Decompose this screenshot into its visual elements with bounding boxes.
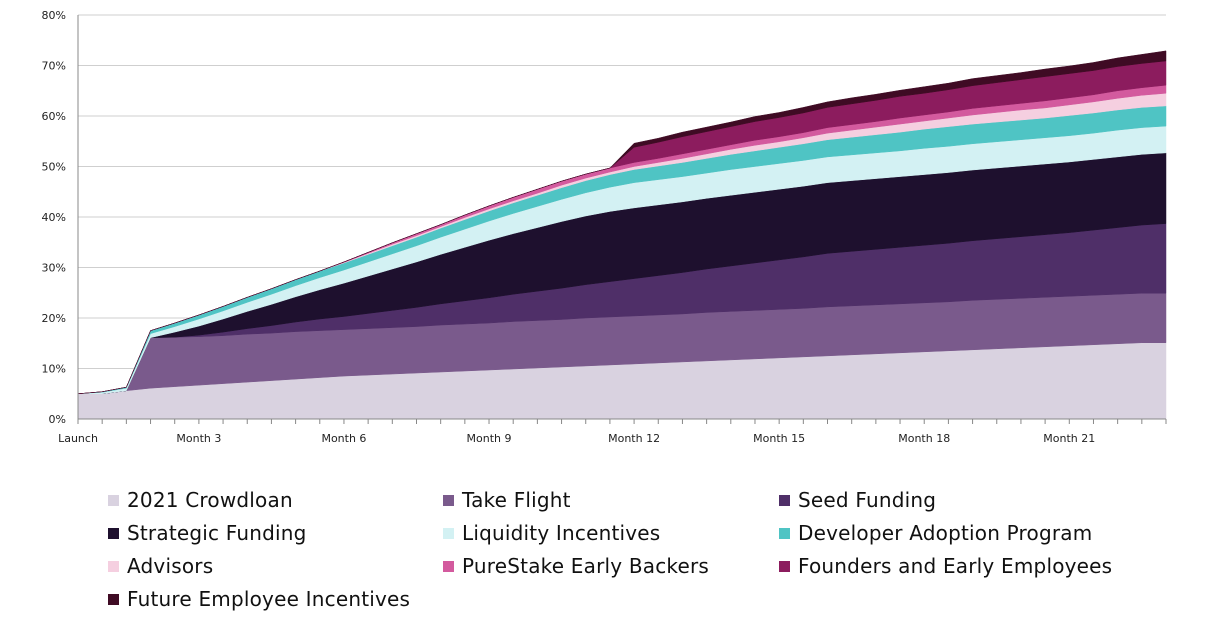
legend-label: 2021 Crowdloan [127, 488, 293, 512]
legend-item-strategic-funding: Strategic Funding [108, 521, 307, 545]
axes [77, 15, 1167, 424]
legend-item-seed-funding: Seed Funding [779, 488, 936, 512]
y-tick-label: 50% [42, 161, 66, 174]
legend-swatch [108, 593, 119, 605]
legend-item-advisors: Advisors [108, 554, 213, 578]
vesting-area-chart: 0% 10% 20% 30% 40% 50% 60% 70% 80% Launch Month 3… [42, 9, 1167, 445]
legend-item-2021-crowdloan: 2021 Crowdloan [108, 488, 293, 512]
legend-label: Future Employee Incentives [127, 587, 411, 611]
y-tick-label: 30% [42, 262, 66, 275]
legend-item-founders-and-early-employees: Founders and Early Employees [779, 554, 1112, 578]
legend-swatch [443, 494, 454, 506]
y-tick-label: 10% [42, 363, 66, 376]
legend-item-take-flight: Take Flight [443, 488, 571, 512]
y-tick-labels: 0% 10% 20% 30% 40% 50% 60% 70% 80% [42, 9, 66, 426]
x-tick-label: Month 3 [176, 432, 221, 445]
x-tick-label: Month 12 [608, 432, 660, 445]
legend-swatch [779, 494, 790, 506]
x-tick-label: Month 15 [753, 432, 805, 445]
legend-item-developer-adoption-program: Developer Adoption Program [779, 521, 1092, 545]
x-tick-label: Month 9 [467, 432, 512, 445]
legend-swatch [779, 527, 790, 539]
x-tick-label: Month 6 [321, 432, 366, 445]
area-future-employee-incentives [77, 50, 1167, 394]
y-tick-label: 80% [42, 9, 66, 22]
y-tick-label: 60% [42, 110, 66, 123]
y-tick-label: 40% [42, 211, 66, 224]
legend-swatch [443, 527, 454, 539]
y-tick-label: 0% [49, 413, 66, 426]
legend-item-purestake-early-backers: PureStake Early Backers [443, 554, 709, 578]
x-tick-label: Month 18 [898, 432, 950, 445]
y-tick-label: 70% [42, 60, 66, 73]
legend-label: Take Flight [462, 488, 571, 512]
legend-label: Developer Adoption Program [798, 521, 1093, 545]
legend-label: Advisors [127, 554, 214, 578]
legend-item-future-employee-incentives: Future Employee Incentives [108, 587, 410, 611]
legend-label: Seed Funding [798, 488, 937, 512]
legend-label: PureStake Early Backers [462, 554, 710, 578]
legend-item-liquidity-incentives: Liquidity Incentives [443, 521, 660, 545]
legend-label: Liquidity Incentives [462, 521, 661, 545]
legend-swatch [108, 527, 119, 539]
stacked-areas [77, 50, 1167, 420]
legend-swatch [443, 560, 454, 572]
legend-label: Founders and Early Employees [798, 554, 1113, 578]
x-tick-labels: Launch Month 3 Month 6 Month 9 Month 12 Month… [58, 432, 1095, 445]
x-tick-label: Month 21 [1043, 432, 1095, 445]
legend-swatch [108, 494, 119, 506]
legend-swatch [779, 560, 790, 572]
legend-swatch [108, 560, 119, 572]
y-tick-label: 20% [42, 312, 66, 325]
legend-label: Strategic Funding [127, 521, 307, 545]
x-tick-label: Launch [58, 432, 98, 445]
